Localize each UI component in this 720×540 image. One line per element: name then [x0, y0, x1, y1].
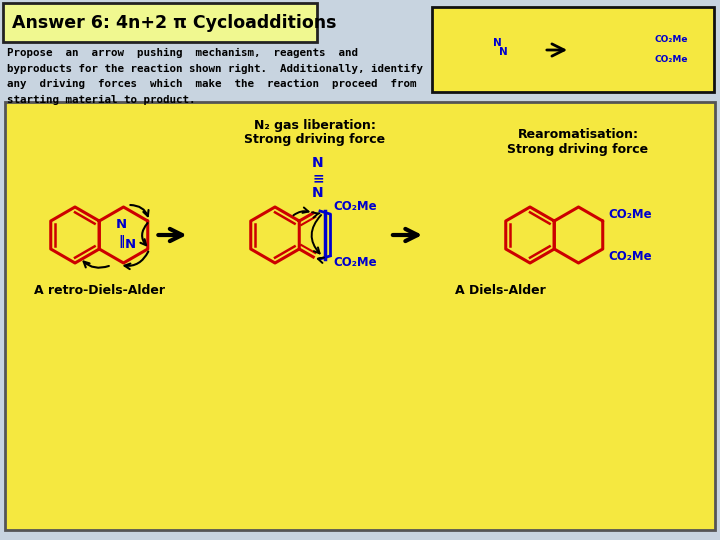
Text: any  driving  forces  which  make  the  reaction  proceed  from: any driving forces which make the reacti…: [7, 79, 416, 89]
Text: CO₂Me: CO₂Me: [333, 200, 377, 213]
Text: Strong driving force: Strong driving force: [244, 133, 386, 146]
Text: CO₂Me: CO₂Me: [654, 55, 688, 64]
Text: N: N: [499, 47, 508, 57]
Text: Answer 6: 4n+2 π Cycloadditions: Answer 6: 4n+2 π Cycloadditions: [12, 14, 336, 32]
Bar: [432, 7, 714, 92]
Text: N: N: [312, 186, 324, 200]
Text: CO₂Me: CO₂Me: [608, 251, 652, 264]
Text: CO₂Me: CO₂Me: [654, 35, 688, 44]
Text: N: N: [116, 219, 127, 232]
Text: A Diels-Alder: A Diels-Alder: [454, 285, 545, 298]
Text: N₂ gas liberation:: N₂ gas liberation:: [254, 118, 376, 132]
FancyBboxPatch shape: [3, 3, 317, 42]
Text: CO₂Me: CO₂Me: [333, 256, 377, 269]
Text: Propose  an  arrow  pushing  mechanism,  reagents  and: Propose an arrow pushing mechanism, reag…: [7, 48, 358, 58]
Text: ≡: ≡: [312, 171, 324, 185]
Text: Strong driving force: Strong driving force: [508, 144, 649, 157]
Text: A retro-Diels-Alder: A retro-Diels-Alder: [34, 285, 165, 298]
Text: N: N: [312, 156, 324, 170]
Bar: [5, 102, 715, 530]
Text: N: N: [493, 38, 502, 48]
Text: starting material to product.: starting material to product.: [7, 94, 196, 105]
Text: byproducts for the reaction shown right.  Additionally, identify: byproducts for the reaction shown right.…: [7, 64, 423, 73]
Text: ‖: ‖: [118, 234, 125, 247]
Text: N: N: [125, 239, 136, 252]
Text: Rearomatisation:: Rearomatisation:: [518, 129, 639, 141]
Text: CO₂Me: CO₂Me: [608, 208, 652, 221]
